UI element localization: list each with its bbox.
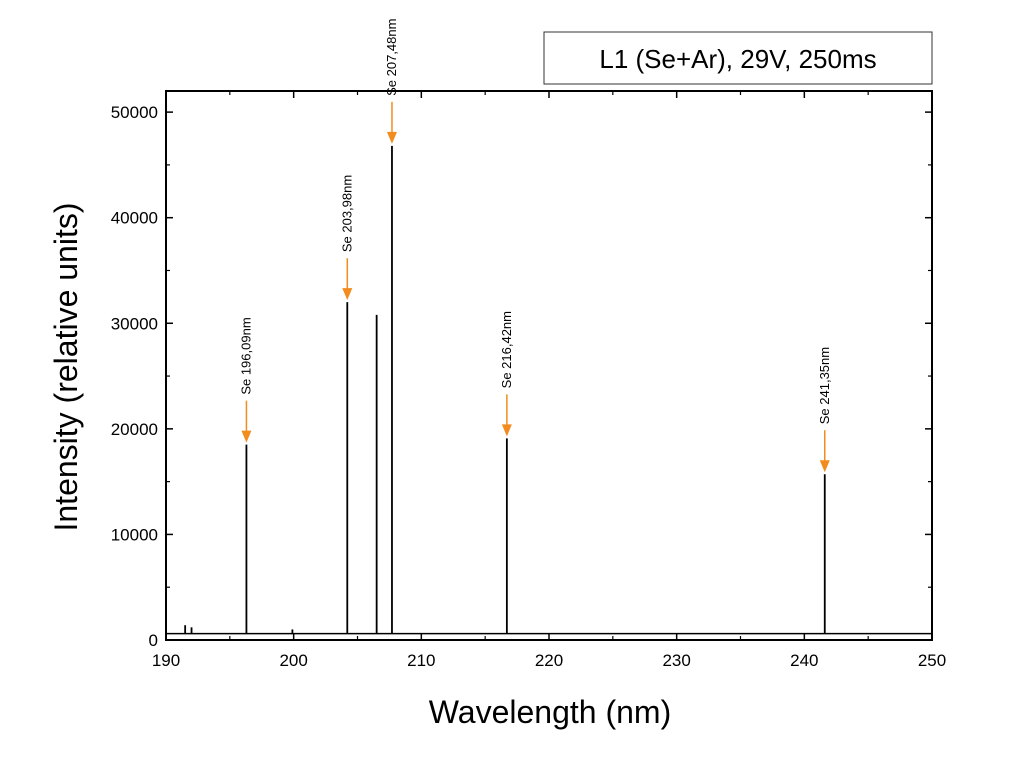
y-tick-label: 20000 [111,420,158,439]
annotation-arrow-head [819,460,830,473]
peak-label: Se 207,48nm [384,19,399,96]
y-tick-label: 10000 [111,525,158,544]
legend-text: L1 (Se+Ar), 29V, 250ms [599,44,876,74]
y-tick-label: 0 [149,631,158,650]
annotation-arrow-head [241,430,252,443]
annotation-arrow-head [386,131,397,144]
x-tick-label: 240 [790,651,818,670]
y-axis-title: Intensity (relative units) [48,202,84,531]
y-tick-label: 50000 [111,103,158,122]
annotation-arrow-head [501,424,512,437]
plot-area: 190 200 210 220 230 240 250 0 10000 20000 30000 400… [111,19,946,670]
legend: L1 (Se+Ar), 29V, 250ms [543,31,933,85]
y-tick-label: 40000 [111,209,158,228]
x-tick-label: 210 [407,651,435,670]
peak-label: Se 196,09nm [238,317,253,394]
x-tick-label: 200 [279,651,307,670]
peak-label: Se 241,35nm [817,347,832,424]
x-tick-label: 190 [152,651,180,670]
y-tick-label: 30000 [111,314,158,333]
legend-box [543,31,933,85]
x-tick-label: 230 [662,651,690,670]
peak-label: Se 216,42nm [499,311,514,388]
x-tick-label: 250 [918,651,946,670]
peak-label: Se 203,98nm [339,175,354,252]
x-axis-title: Wavelength (nm) [429,694,671,730]
annotation-arrow-head [342,288,353,301]
x-tick-label: 220 [535,651,563,670]
